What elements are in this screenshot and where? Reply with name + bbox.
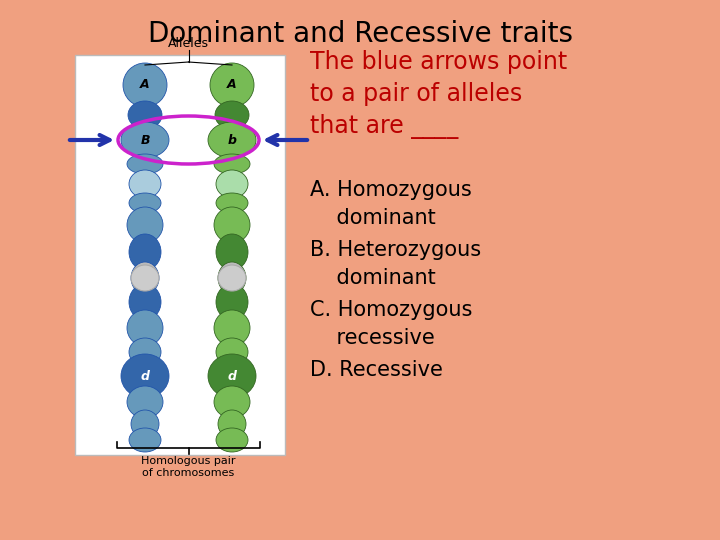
Ellipse shape	[121, 122, 169, 158]
Ellipse shape	[129, 284, 161, 320]
Text: D. Recessive: D. Recessive	[310, 360, 443, 380]
Ellipse shape	[208, 122, 256, 158]
Ellipse shape	[128, 101, 162, 129]
Ellipse shape	[208, 354, 256, 398]
Text: A. Homozygous: A. Homozygous	[310, 180, 472, 200]
Ellipse shape	[214, 386, 250, 418]
Text: C. Homozygous: C. Homozygous	[310, 300, 472, 320]
Text: d: d	[228, 369, 236, 382]
Text: B. Heterozygous: B. Heterozygous	[310, 240, 481, 260]
Ellipse shape	[129, 428, 161, 452]
FancyBboxPatch shape	[75, 55, 285, 455]
Ellipse shape	[127, 207, 163, 243]
Text: b: b	[228, 133, 236, 146]
Ellipse shape	[123, 63, 167, 107]
Text: A: A	[140, 78, 150, 91]
Ellipse shape	[129, 338, 161, 366]
Ellipse shape	[210, 63, 254, 107]
Ellipse shape	[131, 410, 159, 438]
Ellipse shape	[129, 234, 161, 270]
Text: B: B	[140, 133, 150, 146]
Ellipse shape	[214, 207, 250, 243]
Text: recessive: recessive	[310, 328, 435, 348]
Ellipse shape	[215, 101, 249, 129]
Text: Alleles: Alleles	[168, 37, 209, 50]
Ellipse shape	[216, 193, 248, 213]
Ellipse shape	[127, 310, 163, 346]
Text: A: A	[228, 78, 237, 91]
Ellipse shape	[121, 354, 169, 398]
Ellipse shape	[216, 428, 248, 452]
Ellipse shape	[129, 170, 161, 198]
Text: to a pair of alleles: to a pair of alleles	[310, 82, 522, 106]
Text: that are ____: that are ____	[310, 114, 458, 139]
Ellipse shape	[216, 338, 248, 366]
Ellipse shape	[218, 265, 246, 291]
Ellipse shape	[214, 310, 250, 346]
Ellipse shape	[216, 234, 248, 270]
Text: The blue arrows point: The blue arrows point	[310, 50, 567, 74]
Text: Dominant and Recessive traits: Dominant and Recessive traits	[148, 20, 572, 48]
Ellipse shape	[131, 262, 159, 294]
Ellipse shape	[214, 154, 250, 174]
Text: dominant: dominant	[310, 208, 436, 228]
Ellipse shape	[129, 193, 161, 213]
Text: dominant: dominant	[310, 268, 436, 288]
Text: d: d	[140, 369, 150, 382]
Ellipse shape	[127, 386, 163, 418]
Ellipse shape	[218, 410, 246, 438]
Ellipse shape	[216, 284, 248, 320]
Ellipse shape	[218, 262, 246, 294]
Text: Homologous pair
of chromosomes: Homologous pair of chromosomes	[141, 456, 235, 478]
Ellipse shape	[216, 170, 248, 198]
Ellipse shape	[127, 154, 163, 174]
Ellipse shape	[131, 265, 159, 291]
